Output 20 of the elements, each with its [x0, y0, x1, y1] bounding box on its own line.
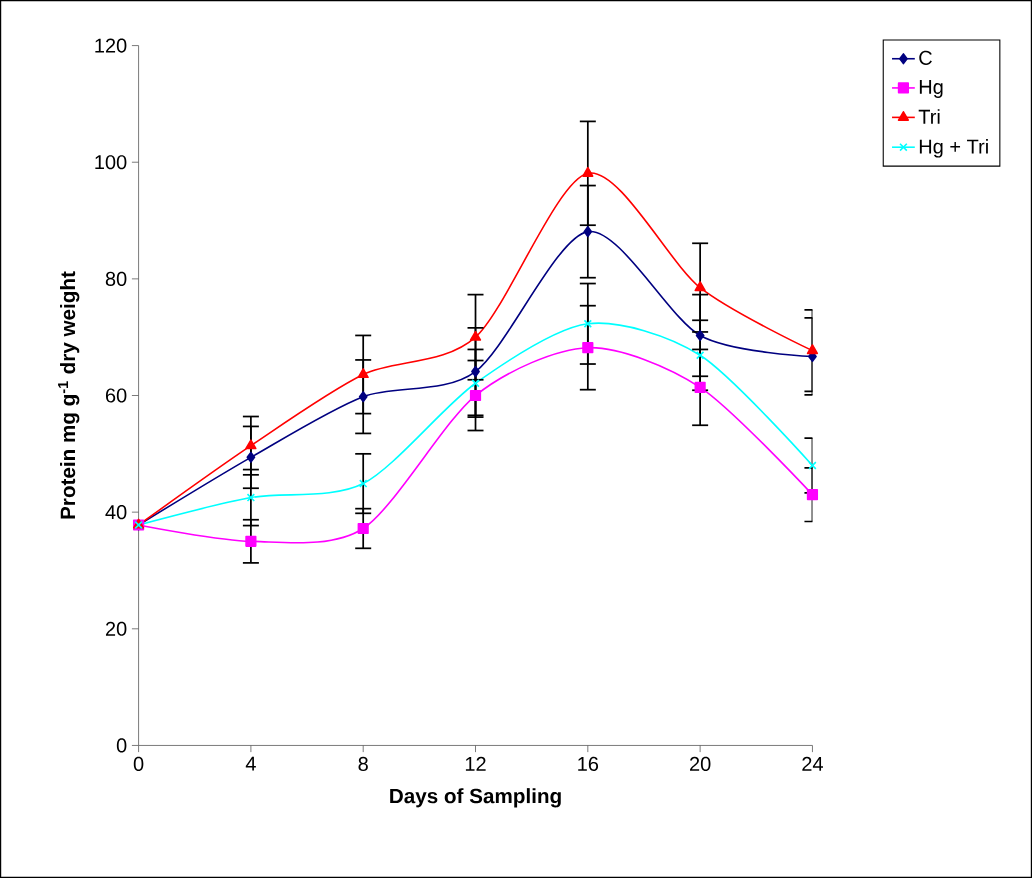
y-tick-label: 0	[116, 738, 127, 753]
x-tick-label: 4	[245, 756, 256, 771]
x-tick-label: 12	[465, 756, 486, 771]
y-tick-label: 100	[95, 155, 127, 170]
y-tick-label: 40	[105, 505, 127, 520]
x-axis-title: Days of Sampling	[390, 788, 561, 808]
x-tick-label: 24	[802, 756, 823, 771]
legend-label: Hg + Tri	[919, 138, 988, 158]
legend-label: Hg	[919, 80, 943, 98]
x-tick-label: 0	[133, 756, 144, 771]
x-tick-label: 16	[578, 756, 599, 771]
legend-label: C	[919, 50, 932, 65]
y-axis-title: Protein mg g$^{-1}$ dry weight	[58, 271, 80, 519]
y-tick-label: 80	[105, 271, 127, 286]
y-tick-label: 120	[95, 38, 127, 53]
legend-label: Tri	[918, 109, 940, 124]
y-tick-label: 60	[105, 388, 127, 403]
y-tick-label: 20	[105, 621, 127, 636]
x-tick-label: 20	[690, 756, 711, 771]
x-tick-label: 8	[358, 756, 368, 771]
